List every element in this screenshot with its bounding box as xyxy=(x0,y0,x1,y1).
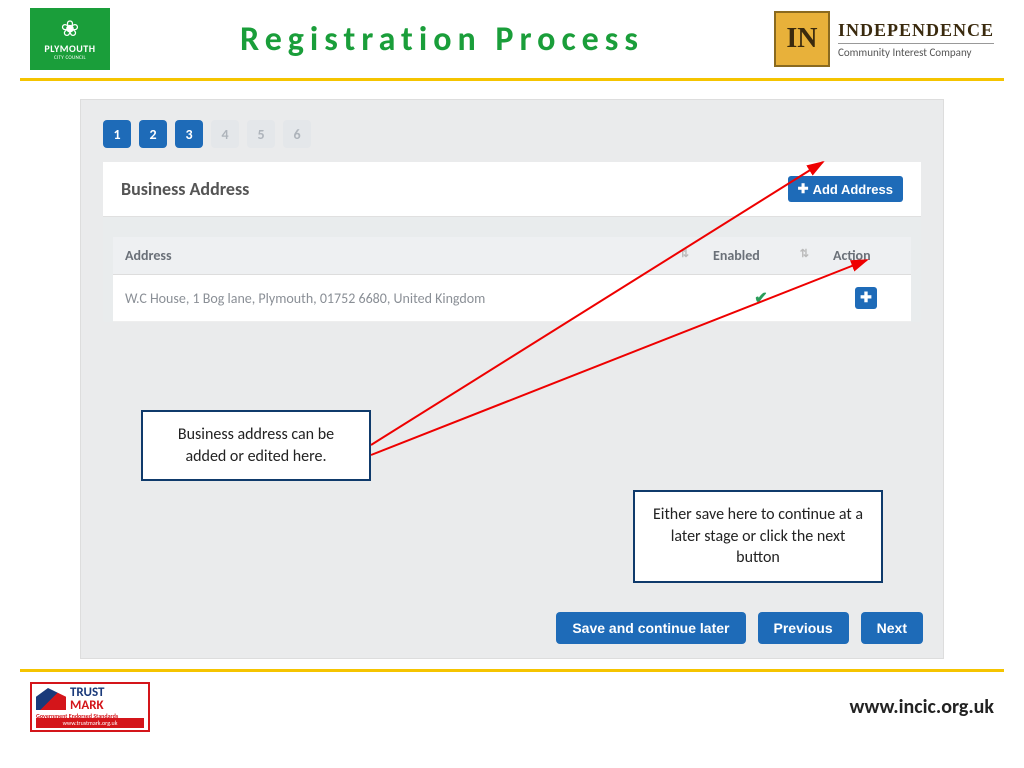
in-badge: IN xyxy=(774,11,830,67)
plymouth-logo: ❀ PLYMOUTH CITY COUNCIL xyxy=(30,8,110,70)
step-4[interactable]: 4 xyxy=(211,120,239,148)
add-address-label: Add Address xyxy=(813,182,893,197)
previous-button[interactable]: Previous xyxy=(758,612,849,644)
independence-subtitle: Community Interest Company xyxy=(838,43,994,59)
address-table: Address⇅ Enabled⇅ Action W.C House, 1 Bo… xyxy=(113,237,911,322)
step-3[interactable]: 3 xyxy=(175,120,203,148)
header: ❀ PLYMOUTH CITY COUNCIL Registration Pro… xyxy=(0,0,1024,78)
step-6[interactable]: 6 xyxy=(283,120,311,148)
plymouth-subtext: CITY COUNCIL xyxy=(54,55,86,61)
panel-heading: Business Address xyxy=(121,178,249,200)
table-row: W.C House, 1 Bog lane, Plymouth, 01752 6… xyxy=(113,275,911,322)
independence-logo: IN INDEPENDENCE Community Interest Compa… xyxy=(774,11,994,67)
enabled-cell: ✔ xyxy=(701,275,821,322)
panel-header: Business Address ✚ Add Address xyxy=(103,162,921,217)
footer: TRUSTMARK Government Endorsed Standards … xyxy=(0,672,1024,742)
sort-icon: ⇅ xyxy=(680,247,689,260)
plus-icon: ✚ xyxy=(798,181,809,197)
crest-icon: ❀ xyxy=(61,18,79,40)
handshake-icon xyxy=(36,688,66,710)
page-title: Registration Process xyxy=(110,19,774,60)
trustmark-logo: TRUSTMARK Government Endorsed Standards … xyxy=(30,682,150,732)
col-action: Action xyxy=(821,237,911,275)
main-area: 1 2 3 4 5 6 Business Address ✚ Add Addre… xyxy=(0,81,1024,669)
plymouth-text: PLYMOUTH xyxy=(44,42,95,55)
callout-address: Business address can be added or edited … xyxy=(141,410,371,481)
col-enabled[interactable]: Enabled⇅ xyxy=(701,237,821,275)
step-indicator: 1 2 3 4 5 6 xyxy=(93,114,931,162)
callout-save: Either save here to continue at a later … xyxy=(633,490,883,583)
add-address-button[interactable]: ✚ Add Address xyxy=(788,176,903,202)
address-cell: W.C House, 1 Bog lane, Plymouth, 01752 6… xyxy=(113,275,701,322)
footer-url: www.incic.org.uk xyxy=(849,695,994,719)
sort-icon: ⇅ xyxy=(800,247,809,260)
action-cell: ✚ xyxy=(821,275,911,322)
row-add-button[interactable]: ✚ xyxy=(855,287,877,309)
save-continue-button[interactable]: Save and continue later xyxy=(556,612,745,644)
check-icon: ✔ xyxy=(754,289,767,308)
independence-title: INDEPENDENCE xyxy=(838,20,994,41)
step-5[interactable]: 5 xyxy=(247,120,275,148)
col-address[interactable]: Address⇅ xyxy=(113,237,701,275)
form-screenshot: 1 2 3 4 5 6 Business Address ✚ Add Addre… xyxy=(80,99,944,659)
button-row: Save and continue later Previous Next xyxy=(556,612,923,644)
next-button[interactable]: Next xyxy=(861,612,923,644)
trustmark-sub2: www.trustmark.org.uk xyxy=(36,718,144,728)
business-address-panel: Business Address ✚ Add Address Address⇅ … xyxy=(103,162,921,322)
step-1[interactable]: 1 xyxy=(103,120,131,148)
step-2[interactable]: 2 xyxy=(139,120,167,148)
